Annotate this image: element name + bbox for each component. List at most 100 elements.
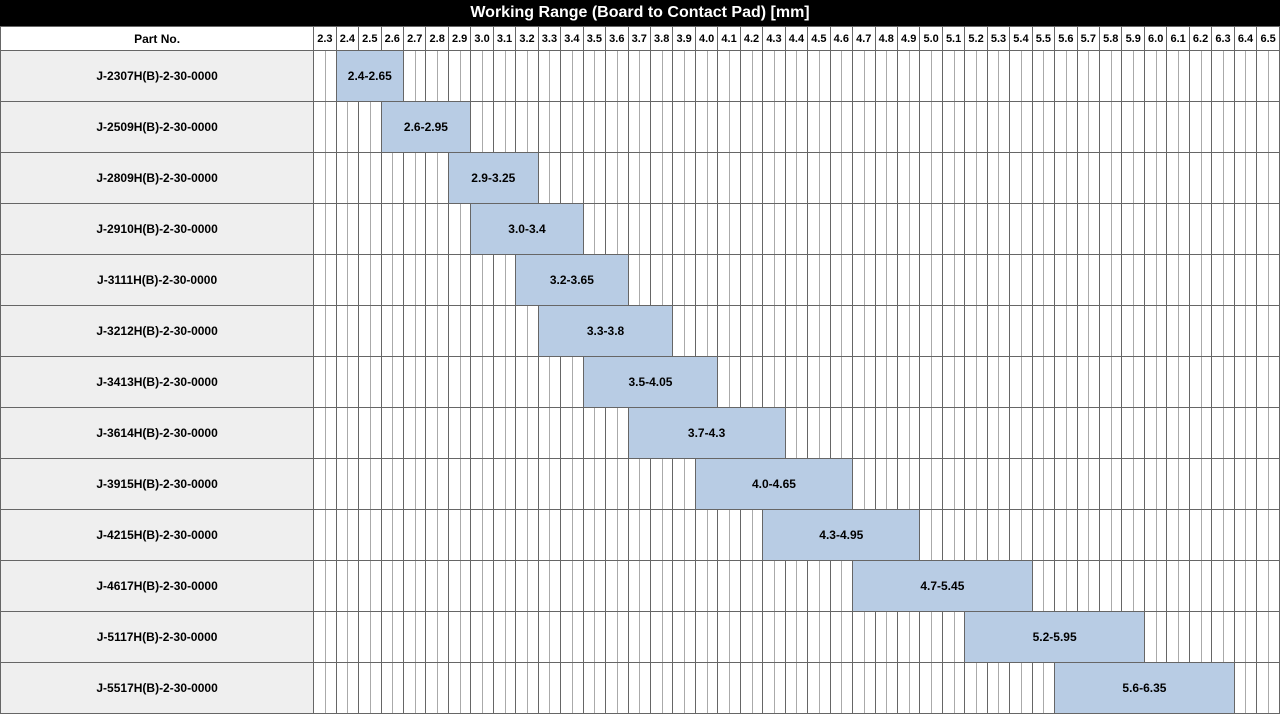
grid-cell [538, 663, 560, 714]
grid-cell [650, 510, 672, 561]
grid-cell [426, 51, 448, 102]
grid-cell [920, 153, 942, 204]
tick-header: 6.0 [1144, 27, 1166, 51]
grid-cell [740, 612, 762, 663]
grid-cell [1212, 612, 1234, 663]
grid-cell [763, 561, 785, 612]
grid-cell [1077, 561, 1099, 612]
grid-cell [920, 204, 942, 255]
grid-cell [538, 153, 560, 204]
grid-cell [897, 51, 919, 102]
grid-cell [920, 663, 942, 714]
table-row: J-5117H(B)-2-30-00005.2-5.95 [1, 612, 1280, 663]
tick-header: 5.5 [1032, 27, 1054, 51]
grid-cell [830, 663, 852, 714]
grid-cell [695, 561, 717, 612]
grid-cell [606, 510, 628, 561]
grid-cell [920, 459, 942, 510]
grid-cell [381, 306, 403, 357]
grid-cell [830, 408, 852, 459]
tick-header: 4.1 [718, 27, 740, 51]
tick-header: 5.9 [1122, 27, 1144, 51]
grid-cell [561, 357, 583, 408]
grid-cell [1189, 612, 1211, 663]
tick-header: 4.3 [763, 27, 785, 51]
grid-cell [561, 459, 583, 510]
part-number-cell: J-3915H(B)-2-30-0000 [1, 459, 314, 510]
tick-header: 3.4 [561, 27, 583, 51]
grid-cell [336, 510, 358, 561]
grid-cell [516, 306, 538, 357]
grid-cell [493, 408, 515, 459]
grid-cell [1055, 561, 1077, 612]
grid-cell [1167, 510, 1189, 561]
grid-cell [561, 153, 583, 204]
grid-cell [359, 561, 381, 612]
grid-cell [897, 612, 919, 663]
grid-cell [1167, 255, 1189, 306]
grid-cell [920, 612, 942, 663]
grid-cell [1055, 408, 1077, 459]
grid-cell [740, 357, 762, 408]
grid-cell [336, 357, 358, 408]
grid-cell [1100, 510, 1122, 561]
grid-cell [1122, 561, 1144, 612]
grid-cell [1234, 612, 1256, 663]
grid-cell [1055, 459, 1077, 510]
grid-cell [897, 153, 919, 204]
grid-cell [785, 51, 807, 102]
grid-cell [606, 51, 628, 102]
table-row: J-2509H(B)-2-30-00002.6-2.95 [1, 102, 1280, 153]
grid-cell [1257, 102, 1280, 153]
grid-cell [381, 510, 403, 561]
range-bar: 3.7-4.3 [628, 408, 785, 459]
grid-cell [897, 663, 919, 714]
tick-header: 6.2 [1189, 27, 1211, 51]
grid-cell [853, 357, 875, 408]
grid-cell [538, 51, 560, 102]
part-number-cell: J-4617H(B)-2-30-0000 [1, 561, 314, 612]
tick-header: 6.4 [1234, 27, 1256, 51]
grid-cell [403, 408, 425, 459]
grid-cell [336, 459, 358, 510]
table-row: J-2307H(B)-2-30-00002.4-2.65 [1, 51, 1280, 102]
tick-header: 5.6 [1055, 27, 1077, 51]
grid-cell [336, 255, 358, 306]
tick-header: 5.7 [1077, 27, 1099, 51]
grid-cell [1010, 153, 1032, 204]
grid-cell [1189, 153, 1211, 204]
grid-cell [471, 612, 493, 663]
grid-cell [583, 51, 605, 102]
grid-cell [448, 306, 470, 357]
grid-cell [897, 408, 919, 459]
grid-cell [1234, 102, 1256, 153]
grid-cell [650, 663, 672, 714]
grid-cell [1167, 408, 1189, 459]
grid-cell [718, 51, 740, 102]
grid-cell [1257, 153, 1280, 204]
grid-cell [493, 51, 515, 102]
grid-cell [808, 663, 830, 714]
tick-header: 3.6 [606, 27, 628, 51]
grid-cell [830, 51, 852, 102]
grid-cell [1032, 255, 1054, 306]
tick-header: 4.0 [695, 27, 717, 51]
grid-cell [808, 357, 830, 408]
tick-header: 3.3 [538, 27, 560, 51]
grid-cell [987, 51, 1009, 102]
grid-cell [1212, 561, 1234, 612]
grid-cell [650, 612, 672, 663]
tick-header: 2.7 [403, 27, 425, 51]
grid-cell [1257, 612, 1280, 663]
grid-cell [381, 204, 403, 255]
grid-cell [516, 102, 538, 153]
grid-cell [314, 255, 336, 306]
grid-cell [965, 153, 987, 204]
grid-cell [965, 663, 987, 714]
table-body: J-2307H(B)-2-30-00002.4-2.65J-2509H(B)-2… [1, 51, 1280, 714]
grid-cell [448, 612, 470, 663]
grid-cell [1234, 408, 1256, 459]
grid-cell [1167, 459, 1189, 510]
grid-cell [763, 306, 785, 357]
grid-cell [1032, 306, 1054, 357]
